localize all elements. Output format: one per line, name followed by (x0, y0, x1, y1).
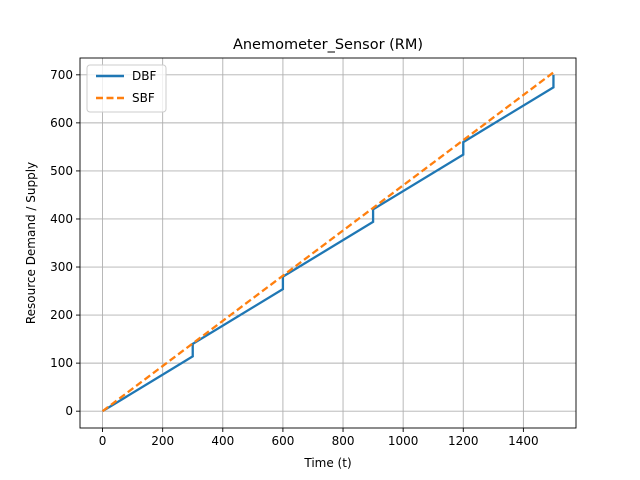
y-tick-label: 300 (50, 260, 73, 274)
y-tick-label: 400 (50, 212, 73, 226)
x-tick-label: 0 (99, 434, 107, 448)
y-tick-label: 700 (50, 68, 73, 82)
legend-sbf-label: SBF (132, 91, 155, 105)
y-tick-label: 100 (50, 356, 73, 370)
y-tick-label: 500 (50, 164, 73, 178)
series-line-dbf (101, 74, 555, 413)
grid (80, 58, 576, 428)
y-tick-label: 200 (50, 308, 73, 322)
y-axis-label: Resource Demand / Supply (24, 162, 38, 324)
plot-series (101, 71, 555, 413)
y-axis-ticks: 0 100 200 300 400 500 600 700 (50, 68, 80, 418)
x-axis-ticks: 0 200 400 600 800 1000 1200 1400 (99, 428, 539, 448)
x-tick-label: 1200 (448, 434, 479, 448)
legend: DBF SBF (86, 64, 167, 113)
x-tick-label: 600 (271, 434, 294, 448)
y-tick-label: 600 (50, 116, 73, 130)
legend-dbf-label: DBF (132, 69, 156, 83)
x-tick-label: 1000 (388, 434, 419, 448)
chart-title: Anemometer_Sensor (RM) (233, 37, 423, 53)
x-tick-label: 1400 (508, 434, 539, 448)
x-axis-label: Time (t) (303, 456, 351, 470)
y-tick-label: 0 (65, 404, 73, 418)
axes-frame (79, 57, 577, 429)
x-tick-label: 400 (211, 434, 234, 448)
x-tick-label: 200 (151, 434, 174, 448)
x-tick-label: 800 (332, 434, 355, 448)
